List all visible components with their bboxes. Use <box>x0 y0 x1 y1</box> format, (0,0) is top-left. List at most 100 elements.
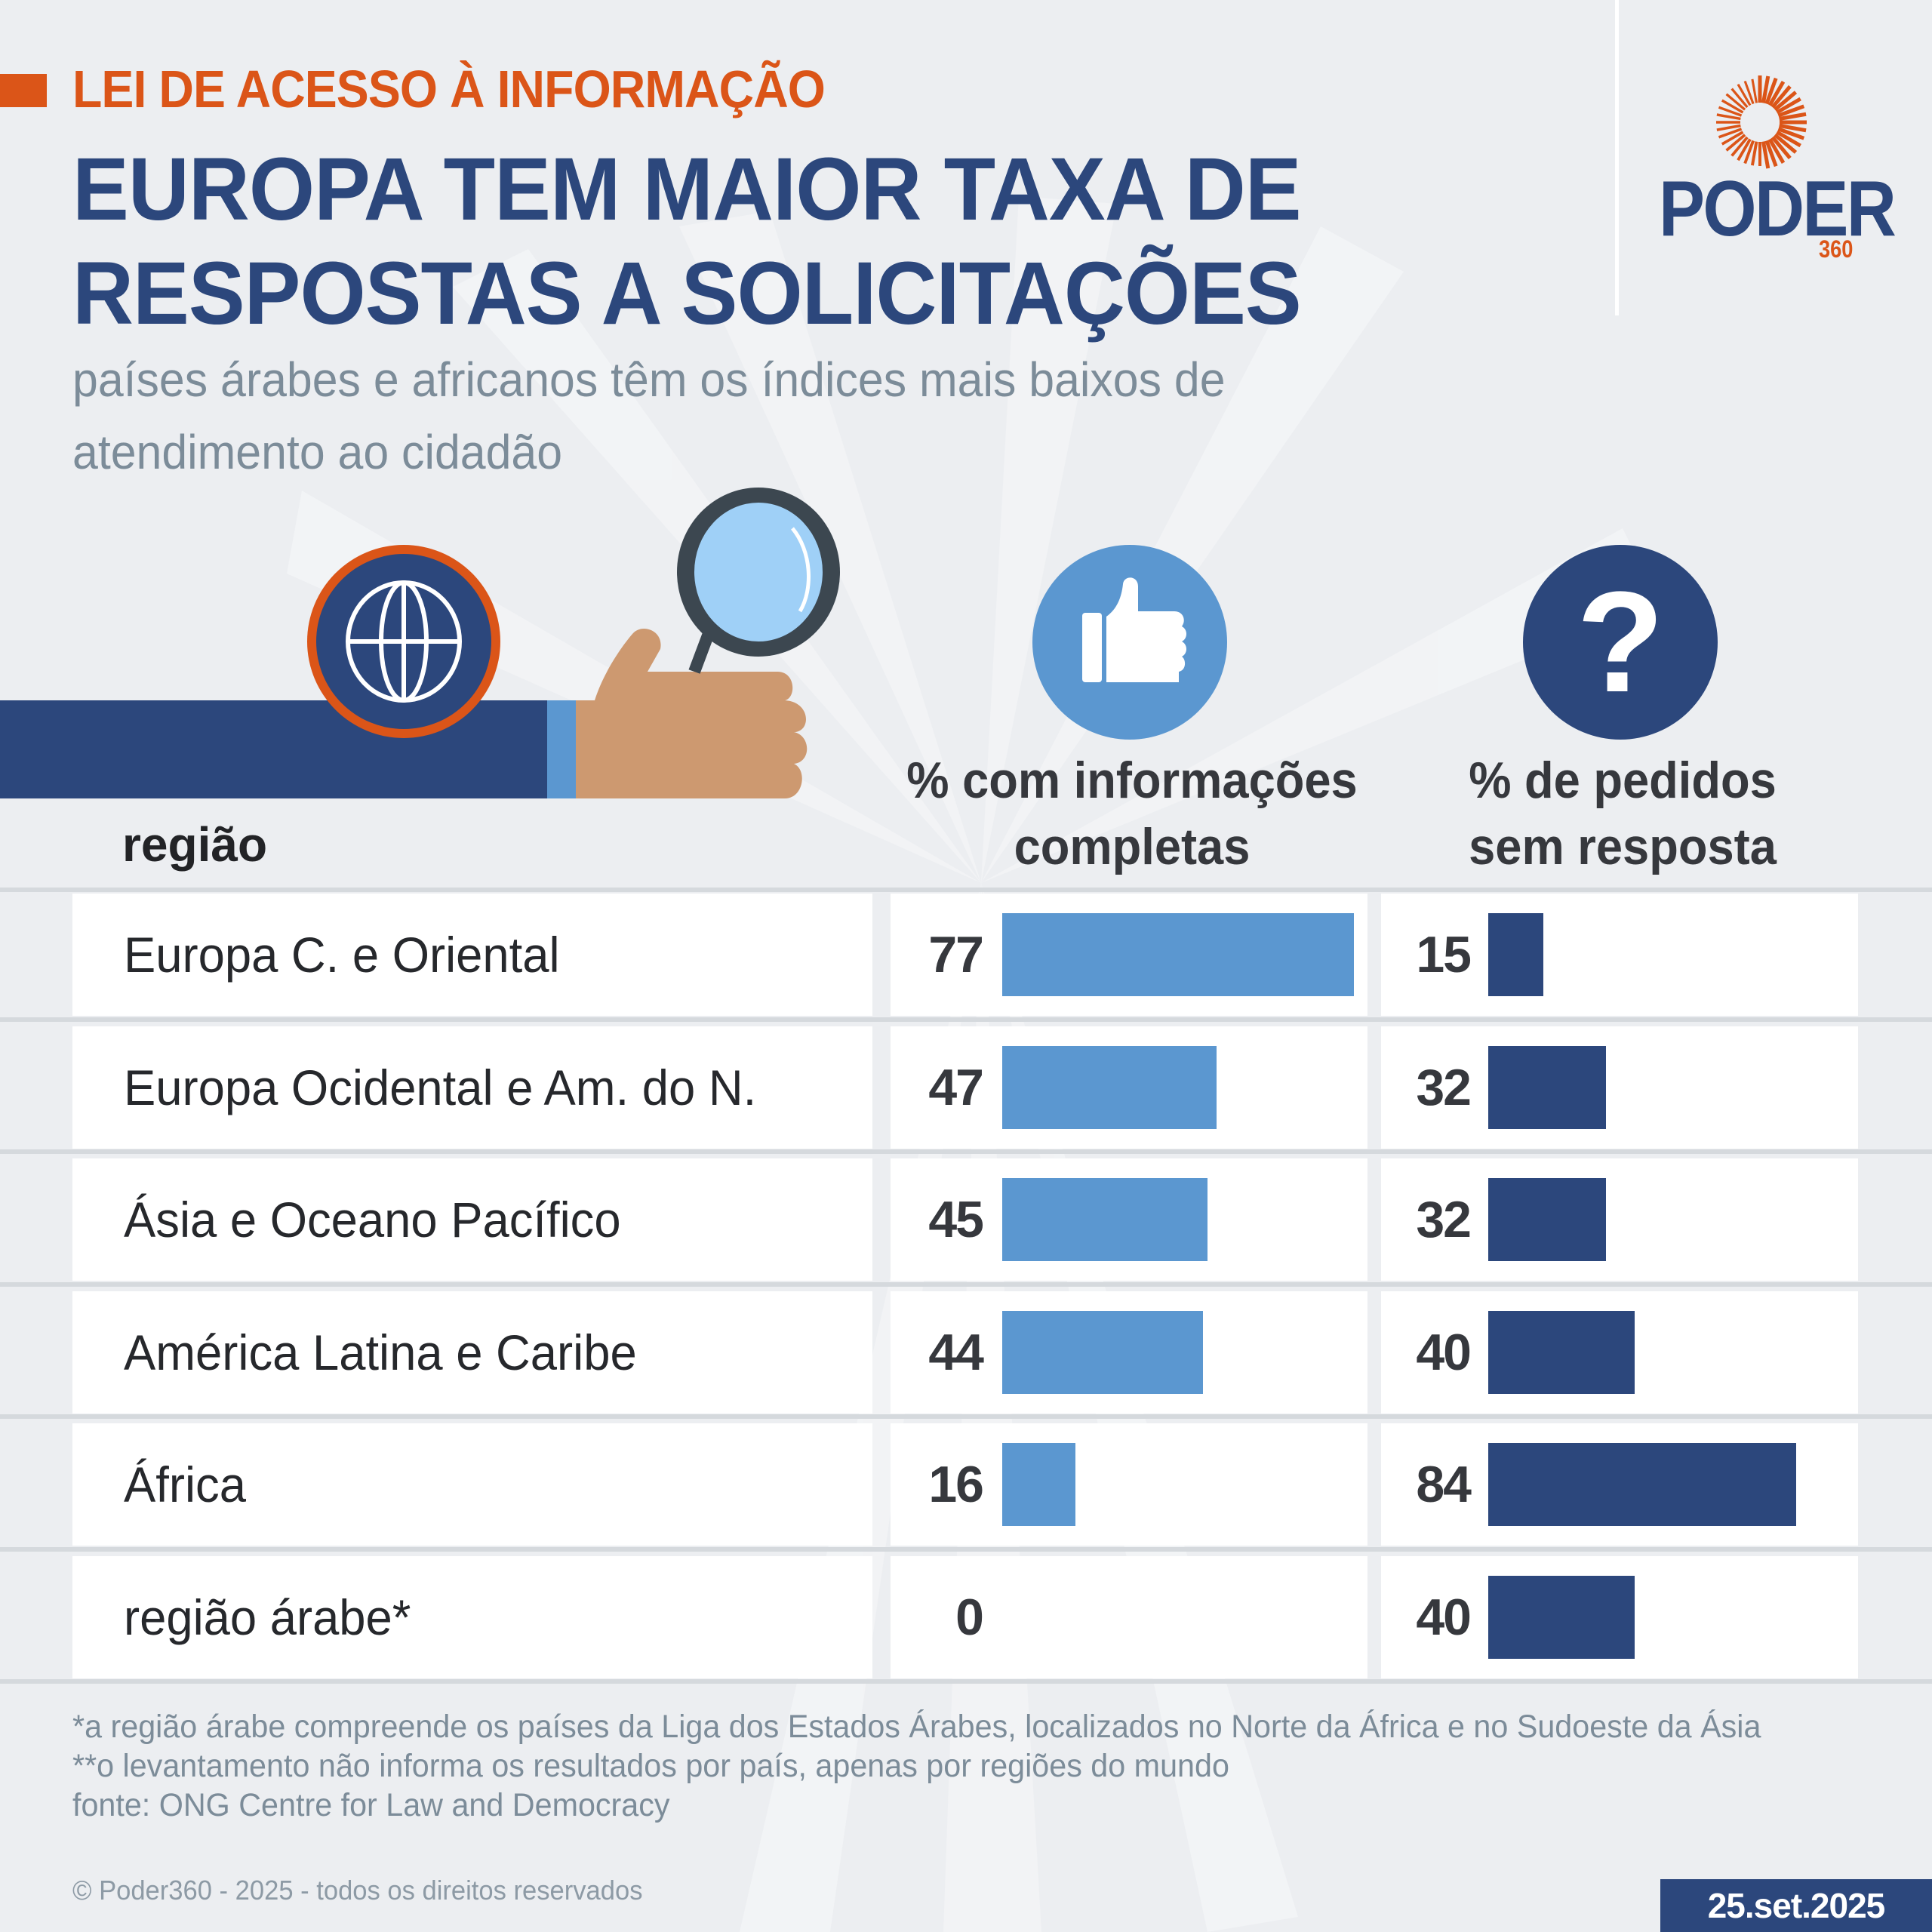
region-cell: Europa Ocidental e Am. do N. <box>72 1026 872 1149</box>
region-label: América Latina e Caribe <box>124 1324 637 1380</box>
logo-number: 360 <box>1819 235 1854 263</box>
logo-ray <box>1770 85 1792 109</box>
value-label: 77 <box>928 926 984 983</box>
bar-no-response <box>1488 1045 1606 1129</box>
bar-no-response <box>1488 1310 1635 1394</box>
complete-info-cell: 0 <box>891 1555 1367 1678</box>
complete-info-cell: 77 <box>891 894 1367 1016</box>
magnifying-glass-icon <box>677 488 840 674</box>
no-response-cell: 32 <box>1381 1158 1858 1281</box>
logo-ray <box>1767 81 1786 106</box>
logo-ray <box>1779 112 1807 121</box>
region-cell: região árabe* <box>72 1555 872 1678</box>
logo-wordmark: PODER <box>1659 165 1897 253</box>
logo-ray <box>1743 140 1755 165</box>
no-response-cell: 15 <box>1381 894 1858 1016</box>
copyright: © Poder360 - 2025 - todos os direitos re… <box>72 1875 643 1906</box>
complete-info-cell: 16 <box>891 1423 1367 1546</box>
complete-info-cell: 45 <box>891 1158 1367 1281</box>
logo-ray <box>1764 140 1778 168</box>
logo-ray <box>1743 80 1755 105</box>
kicker-marker <box>0 74 47 107</box>
bar-no-response <box>1488 1178 1606 1261</box>
logo-ray <box>1725 134 1746 152</box>
bar-no-response <box>1488 1443 1797 1526</box>
logo-ray <box>1751 78 1758 103</box>
value-label: 40 <box>1416 1323 1472 1381</box>
footnote-survey: **o levantamento não informa os resultad… <box>72 1748 1229 1784</box>
sunburst-logo-icon <box>1716 75 1807 169</box>
title-line-1: EUROPA TEM MAIOR TAXA DE <box>72 140 1302 239</box>
region-label: África <box>124 1457 246 1512</box>
row-separator <box>0 888 1932 892</box>
logo-ray <box>1761 141 1770 169</box>
column-header-no-response: % de pedidos sem resposta <box>1370 747 1875 880</box>
value-label: 32 <box>1416 1058 1472 1116</box>
complete-info-cell: 47 <box>891 1026 1367 1149</box>
row-separator <box>0 1546 1932 1552</box>
thumbs-up-icon <box>1032 545 1227 740</box>
date-badge: 25.set.2025 <box>1660 1879 1932 1932</box>
logo-ray <box>1761 75 1770 103</box>
title-line-2: RESPOSTAS A SOLICITAÇÕES <box>72 244 1302 343</box>
footnotes: *a região árabe compreende os países da … <box>72 1707 1811 1825</box>
region-label: região árabe* <box>124 1589 411 1645</box>
table-row: Europa Ocidental e Am. do N. 47 32 <box>0 1020 1932 1154</box>
illustration <box>0 488 840 798</box>
logo-ray <box>1737 83 1752 106</box>
table-row: África 16 84 <box>0 1417 1932 1552</box>
no-response-cell: 40 <box>1381 1291 1858 1414</box>
region-label: Ásia e Oceano Pacífico <box>124 1192 621 1247</box>
footnote-arab-region: *a região árabe compreende os países da … <box>72 1709 1761 1745</box>
kicker-label: LEI DE ACESSO À INFORMAÇÃO <box>72 60 826 118</box>
bar-complete-info <box>1002 1443 1075 1526</box>
page-title: EUROPA TEM MAIOR TAXA DE RESPOSTAS A SOL… <box>72 137 1302 346</box>
region-cell: Europa C. e Oriental <box>72 894 872 1016</box>
value-label: 45 <box>928 1191 984 1248</box>
column-header-line-1: % com informações <box>906 752 1358 809</box>
subtitle-line-2: atendimento ao cidadão <box>72 425 563 479</box>
bar-complete-info <box>1002 913 1354 996</box>
region-cell: Ásia e Oceano Pacífico <box>72 1158 872 1281</box>
bar-complete-info <box>1002 1178 1208 1261</box>
question-mark-icon: ? <box>1523 545 1718 740</box>
logo-ray <box>1716 113 1741 121</box>
logo-ray <box>1764 77 1778 105</box>
logo-ray <box>1725 93 1746 111</box>
region-cell: América Latina e Caribe <box>72 1291 872 1414</box>
column-header-region: região <box>122 817 268 872</box>
region-label: Europa C. e Oriental <box>124 927 560 983</box>
row-separator <box>0 1149 1932 1154</box>
logo-ray <box>1718 106 1743 117</box>
column-header-complete-info: % com informações completas <box>866 747 1399 880</box>
table-row: Europa C. e Oriental 77 15 <box>0 888 1932 1022</box>
row-separator <box>0 1017 1932 1022</box>
logo-ray <box>1779 124 1807 133</box>
source-note: fonte: ONG Centre for Law and Democracy <box>72 1787 670 1823</box>
logo-ray <box>1721 99 1744 114</box>
logo-ray <box>1774 91 1798 112</box>
logo-ray <box>1716 124 1741 131</box>
bar-complete-info <box>1002 1310 1204 1394</box>
value-label: 16 <box>928 1456 984 1513</box>
bar-complete-info <box>1002 1045 1217 1129</box>
logo-ray <box>1774 133 1798 154</box>
hand-holding-icon <box>576 628 808 798</box>
chart-table: Europa C. e Oriental 77 15 Europa Ocidental… <box>0 888 1932 1684</box>
header-divider <box>1615 0 1619 315</box>
logo-ray <box>1776 130 1801 148</box>
subtitle-line-1: países árabes e africanos têm os índices… <box>72 352 1226 407</box>
logo-ray <box>1777 104 1805 118</box>
bar-no-response <box>1488 1575 1635 1659</box>
globe-icon <box>307 545 500 738</box>
logo-ray <box>1730 88 1749 109</box>
no-response-cell: 32 <box>1381 1026 1858 1149</box>
value-label: 15 <box>1416 926 1472 983</box>
subtitle: países árabes e africanos têm os índices… <box>72 343 1226 488</box>
column-header-line-2: sem resposta <box>1469 818 1777 875</box>
table-row: Ásia e Oceano Pacífico 45 32 <box>0 1152 1932 1287</box>
logo-ray <box>1767 138 1786 164</box>
sleeve-cuff <box>547 700 576 798</box>
region-label: Europa Ocidental e Am. do N. <box>124 1059 757 1115</box>
no-response-cell: 40 <box>1381 1555 1858 1678</box>
